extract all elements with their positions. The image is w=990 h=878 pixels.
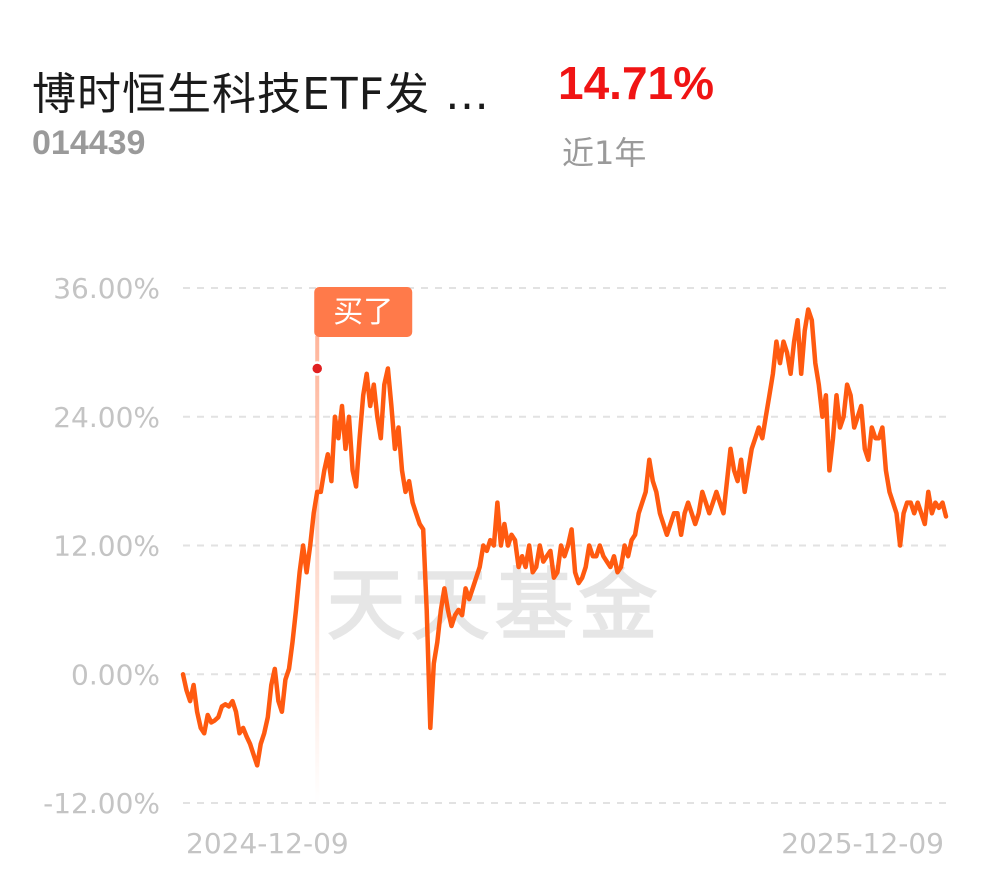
buy-marker-stem [315, 336, 320, 803]
buy-marker[interactable]: 买了 [314, 287, 413, 803]
buy-marker-dot[interactable] [309, 361, 325, 376]
grid-lines [183, 287, 946, 804]
y-tick-label: -12.00% [43, 787, 160, 820]
y-tick-label: 0.00% [71, 658, 160, 691]
y-tick-label: 36.00% [53, 272, 160, 305]
buy-marker-label: 买了 [333, 295, 393, 330]
fund-name: 博时恒生科技ETF发 … [32, 69, 490, 120]
series-line [180, 307, 949, 768]
x-tick-label-start: 2024-12-09 [186, 827, 349, 860]
x-axis-ticks: 2024-12-09 2025-12-09 [186, 827, 944, 860]
return-period-label[interactable]: 近1年 [562, 134, 647, 172]
buy-marker-flag[interactable] [314, 287, 413, 337]
y-tick-label: 24.00% [53, 401, 160, 434]
watermark: 天天基金 [327, 560, 663, 651]
y-axis-ticks: 36.00% 24.00% 12.00% 0.00% -12.00% [43, 272, 160, 820]
x-tick-label-end: 2025-12-09 [781, 827, 944, 860]
fund-code: 014439 [32, 124, 146, 162]
y-tick-label: 12.00% [53, 530, 160, 563]
return-value: 14.71% [558, 57, 715, 109]
